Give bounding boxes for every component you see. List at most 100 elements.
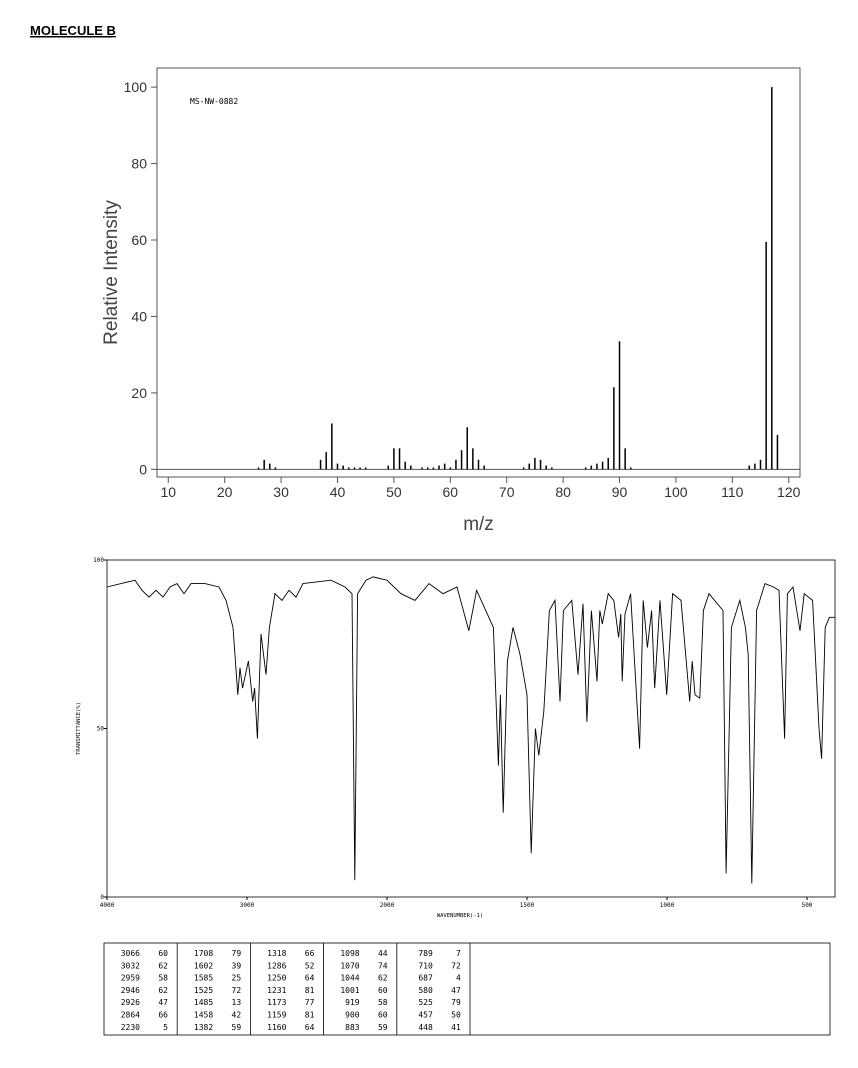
wavenumber-cell: 1159 <box>267 1011 286 1020</box>
x-axis-label: m/z <box>463 514 494 535</box>
wavenumber-cell: 2230 <box>121 1023 140 1032</box>
wavenumber-cell: 1070 <box>340 961 359 970</box>
y-tick-label: 0 <box>100 894 104 901</box>
wavenumber-cell: 2926 <box>121 998 140 1007</box>
wavenumber-cell: 1231 <box>267 986 286 995</box>
peak <box>426 467 429 470</box>
y-tick-label: 50 <box>97 726 105 733</box>
x-tick-label: 1000 <box>660 902 675 909</box>
x-tick-label: 2000 <box>380 902 395 909</box>
peak <box>607 457 609 470</box>
wavenumber-cell: 2946 <box>121 986 140 995</box>
peak <box>443 463 446 470</box>
intensity-cell: 74 <box>378 961 388 970</box>
y-tick-label: 20 <box>131 385 147 401</box>
x-tick-label: 60 <box>443 484 459 500</box>
intensity-cell: 77 <box>305 998 315 1007</box>
x-tick-label: 500 <box>802 902 813 909</box>
x-tick-label: 80 <box>555 484 571 500</box>
intensity-cell: 5 <box>163 1023 168 1032</box>
intensity-cell: 62 <box>378 974 388 983</box>
peak <box>466 427 468 470</box>
y-tick-label: 100 <box>124 79 148 95</box>
intensity-cell: 60 <box>158 949 168 958</box>
peak-table-frame <box>103 942 831 1036</box>
peak <box>398 448 401 470</box>
x-tick-label: 50 <box>386 484 402 500</box>
intensity-cell: 4 <box>456 974 461 983</box>
peak <box>432 467 435 470</box>
peak <box>319 459 322 470</box>
peak <box>590 465 593 470</box>
intensity-cell: 62 <box>158 961 168 970</box>
peak <box>748 465 750 470</box>
wavenumber-cell: 448 <box>418 1023 433 1032</box>
y-axis-label: TRANSMITTANCE(%) <box>76 702 82 755</box>
peak <box>765 241 767 470</box>
intensity-cell: 66 <box>158 1011 168 1020</box>
wavenumber-cell: 1525 <box>194 986 213 995</box>
peak <box>353 467 356 470</box>
wavenumber-cell: 580 <box>418 986 433 995</box>
peak <box>545 465 547 470</box>
wavenumber-cell: 883 <box>345 1023 360 1032</box>
intensity-cell: 52 <box>305 961 315 970</box>
x-tick-label: 110 <box>721 484 744 500</box>
intensity-cell: 81 <box>305 986 315 995</box>
peak <box>404 461 406 470</box>
x-tick-label: 1500 <box>520 902 535 909</box>
plot-frame <box>156 67 801 478</box>
wavenumber-cell: 1602 <box>194 961 213 970</box>
peak <box>601 461 604 470</box>
peak <box>336 463 339 470</box>
wavenumber-cell: 900 <box>345 1011 360 1020</box>
peak <box>359 467 361 470</box>
peak <box>624 448 626 470</box>
intensity-cell: 41 <box>451 1023 461 1032</box>
intensity-cell: 47 <box>158 998 168 1007</box>
wavenumber-cell: 1098 <box>340 949 359 958</box>
peak <box>477 459 480 470</box>
intensity-cell: 42 <box>232 1011 242 1020</box>
annotation: MS-NW-0882 <box>190 97 238 106</box>
x-tick-label: 20 <box>217 484 233 500</box>
intensity-cell: 7 <box>456 949 461 958</box>
peak <box>584 467 587 470</box>
wavenumber-cell: 1485 <box>194 998 213 1007</box>
peak <box>754 463 756 470</box>
intensity-cell: 60 <box>378 986 388 995</box>
peak <box>472 448 474 470</box>
x-tick-label: 10 <box>160 484 176 500</box>
wavenumber-cell: 710 <box>418 961 433 970</box>
peak <box>269 463 271 470</box>
wavenumber-cell: 1382 <box>194 1023 213 1032</box>
peak <box>364 467 367 470</box>
peak <box>331 423 333 470</box>
wavenumber-cell: 1173 <box>267 998 286 1007</box>
peak <box>449 467 452 470</box>
peak <box>759 459 762 470</box>
intensity-cell: 66 <box>305 949 315 958</box>
intensity-cell: 13 <box>232 998 242 1007</box>
wavenumber-cell: 1001 <box>340 986 359 995</box>
peak <box>421 467 423 470</box>
x-axis-label: WAVENUMBER(-1) <box>437 913 483 919</box>
y-axis-label: Relative Intensity <box>101 200 122 345</box>
wavenumber-cell: 1318 <box>267 949 286 958</box>
wavenumber-cell: 525 <box>418 998 433 1007</box>
peak <box>483 465 485 470</box>
y-tick-label: 0 <box>139 461 147 477</box>
intensity-cell: 81 <box>305 1011 315 1020</box>
intensity-cell: 58 <box>158 974 168 983</box>
wavenumber-cell: 919 <box>345 998 360 1007</box>
intensity-cell: 79 <box>232 949 242 958</box>
intensity-cell: 59 <box>232 1023 242 1032</box>
heading: MOLECULE B <box>30 23 116 38</box>
intensity-cell: 60 <box>378 1011 388 1020</box>
intensity-cell: 64 <box>305 974 315 983</box>
x-tick-label: 120 <box>777 484 801 500</box>
wavenumber-cell: 789 <box>418 949 433 958</box>
intensity-cell: 44 <box>378 949 388 958</box>
